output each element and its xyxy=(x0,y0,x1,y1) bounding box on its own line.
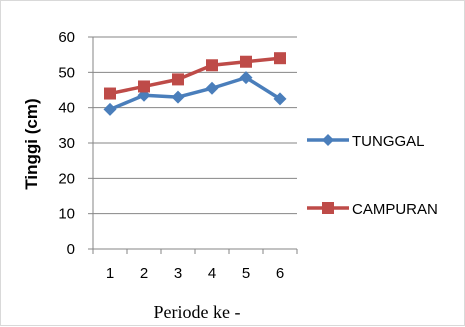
data-point-square xyxy=(274,52,286,65)
x-tick-label: 1 xyxy=(106,265,114,282)
data-point-diamond xyxy=(171,90,185,104)
legend-item-campuran: CAMPURAN xyxy=(307,201,438,218)
y-axis-title: Tinggi (cm) xyxy=(22,98,41,189)
x-tick-label: 4 xyxy=(208,265,216,282)
data-point-square xyxy=(172,73,184,86)
series-tunggal xyxy=(103,71,287,116)
x-tick-label: 6 xyxy=(276,265,284,282)
axes xyxy=(88,36,298,254)
legend-label-campuran: CAMPURAN xyxy=(352,201,438,218)
data-point-square xyxy=(138,80,150,93)
y-tick-labels: 0 10 20 30 40 50 60 xyxy=(58,29,75,258)
x-tick-label: 5 xyxy=(242,265,250,282)
x-tick-label: 3 xyxy=(174,265,182,282)
legend-label-tunggal: TUNGGAL xyxy=(352,133,425,150)
data-point-diamond xyxy=(205,81,219,95)
x-tick-labels: 1 2 3 4 5 6 xyxy=(106,265,284,282)
legend: TUNGGAL CAMPURAN xyxy=(307,133,438,218)
series-line xyxy=(109,56,281,96)
series-line xyxy=(109,75,281,112)
data-point-diamond xyxy=(103,102,117,116)
y-tick-label: 50 xyxy=(58,64,75,81)
data-point-square xyxy=(104,87,116,100)
data-point-square xyxy=(206,59,218,72)
series-campuran xyxy=(104,52,286,100)
y-tick-label: 0 xyxy=(67,241,75,258)
grid-lines xyxy=(93,36,297,215)
data-point-diamond xyxy=(273,92,287,106)
y-tick-label: 60 xyxy=(58,29,75,46)
y-tick-label: 10 xyxy=(58,206,75,223)
x-tick-label: 2 xyxy=(140,265,148,282)
data-series xyxy=(103,52,287,116)
data-point-diamond xyxy=(239,71,253,85)
legend-item-tunggal: TUNGGAL xyxy=(307,133,425,150)
legend-marker-campuran xyxy=(322,202,334,214)
data-point-square xyxy=(240,55,252,68)
y-tick-label: 30 xyxy=(58,135,75,152)
y-tick-label: 20 xyxy=(58,170,75,187)
legend-marker-tunggal xyxy=(322,134,334,146)
y-tick-label: 40 xyxy=(58,100,75,117)
x-axis-title: Periode ke - xyxy=(154,302,241,322)
